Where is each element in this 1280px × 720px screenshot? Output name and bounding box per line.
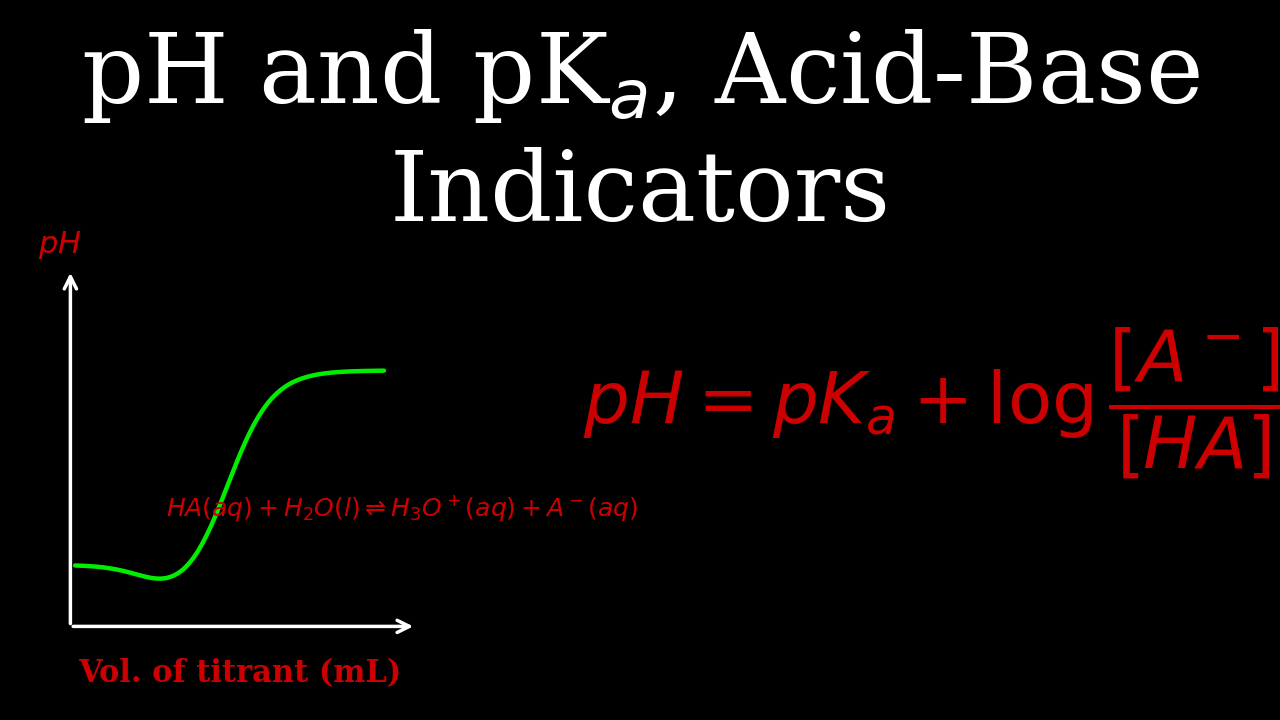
Text: $\mathit{pH = pK_a + \log\dfrac{[A^-]}{[HA]}}$: $\mathit{pH = pK_a + \log\dfrac{[A^-]}{[… <box>584 325 1280 481</box>
Text: $\mathit{pH}$: $\mathit{pH}$ <box>38 229 82 261</box>
Text: pH and pK$_a$, Acid-Base: pH and pK$_a$, Acid-Base <box>81 27 1199 125</box>
Text: Indicators: Indicators <box>389 148 891 241</box>
Text: Vol. of titrant (mL): Vol. of titrant (mL) <box>78 657 402 689</box>
Text: $\mathit{HA(aq) + H_2O(l) \rightleftharpoons H_3O^+(aq) + A^-(aq)}$: $\mathit{HA(aq) + H_2O(l) \rightleftharp… <box>166 492 639 523</box>
